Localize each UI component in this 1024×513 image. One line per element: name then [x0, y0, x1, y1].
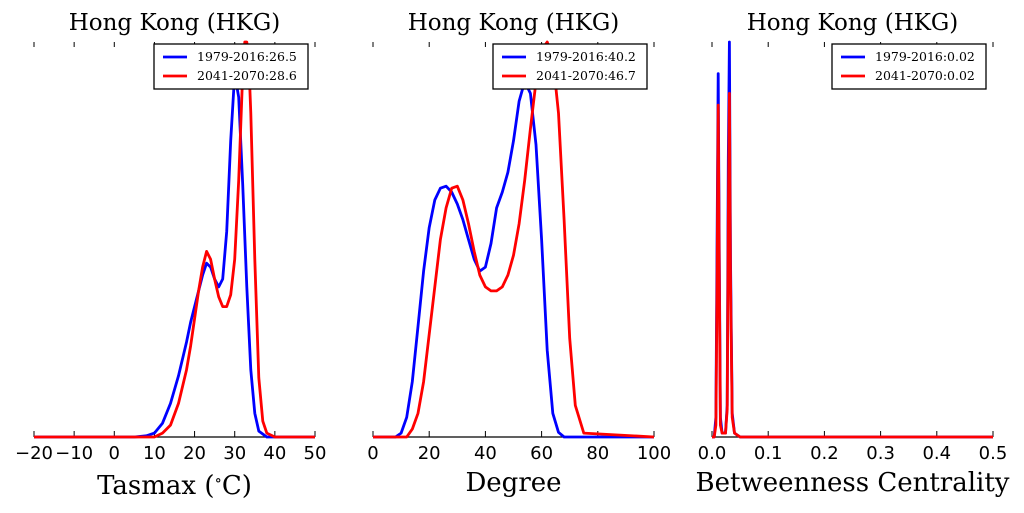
legend-label: 2041-2070:0.02 — [875, 68, 975, 83]
x-tick-label: −10 — [55, 443, 93, 464]
x-tick-label: 0.2 — [810, 443, 839, 464]
x-tick-label: 100 — [637, 443, 671, 464]
series-line-2041-2070 — [373, 40, 655, 439]
x-axis-label: Betweenness Centrality — [696, 468, 1010, 498]
x-tick-label: 10 — [143, 443, 166, 464]
x-tick-label: 20 — [418, 443, 441, 464]
x-tick-label: 0.3 — [866, 443, 895, 464]
chart-panel-2: Hong Kong (HKG) 0 20 40 60 80 100 Degree 1979-20… — [367, 10, 671, 498]
legend-box — [831, 43, 987, 90]
chart-title: Hong Kong (HKG) — [747, 10, 959, 36]
series-line-2041-2070 — [712, 92, 993, 439]
series-line-1979-2016 — [34, 72, 315, 439]
chart-title: Hong Kong (HKG) — [408, 10, 620, 36]
chart-panel-3: Hong Kong (HKG) 0.0 0.1 0.2 0.3 0.4 0.5 Between… — [696, 10, 1010, 498]
x-tick-label: 60 — [530, 443, 553, 464]
x-tick-label: 0.1 — [754, 443, 783, 464]
series-line-2041-2070 — [34, 40, 315, 439]
legend-label: 1979-2016:26.5 — [197, 49, 297, 64]
x-axis-label: Tasmax (∘C) — [97, 471, 252, 501]
x-tick-label: 0.0 — [698, 443, 727, 464]
legend-box — [492, 43, 648, 90]
legend-label: 1979-2016:0.02 — [875, 49, 975, 64]
legend: 1979-2016:26.5 2041-2070:28.6 — [153, 43, 309, 90]
legend-label: 2041-2070:46.7 — [536, 68, 636, 83]
x-tick-label: 0.4 — [922, 443, 951, 464]
legend-label: 1979-2016:40.2 — [536, 49, 636, 64]
x-tick-label: 40 — [263, 443, 286, 464]
legend: 1979-2016:40.2 2041-2070:46.7 — [492, 43, 648, 90]
x-tick-label: 40 — [474, 443, 497, 464]
chart-panel-1: Hong Kong (HKG) −20 −10 0 10 20 30 40 50 Tasmax (… — [15, 10, 326, 501]
legend-label: 2041-2070:28.6 — [197, 68, 297, 83]
series-line-1979-2016 — [712, 40, 993, 439]
x-tick-label: 0 — [109, 443, 120, 464]
x-tick-label: −20 — [15, 443, 53, 464]
legend: 1979-2016:0.02 2041-2070:0.02 — [831, 43, 987, 90]
x-tick-label: 30 — [223, 443, 246, 464]
x-tick-label: 0.5 — [979, 443, 1008, 464]
x-axis-label: Degree — [465, 468, 561, 498]
x-tick-label: 80 — [586, 443, 609, 464]
legend-box — [153, 43, 309, 90]
x-tick-label: 50 — [304, 443, 327, 464]
x-tick-label: 0 — [367, 443, 378, 464]
x-tick-label: 20 — [183, 443, 206, 464]
chart-title: Hong Kong (HKG) — [69, 10, 281, 36]
